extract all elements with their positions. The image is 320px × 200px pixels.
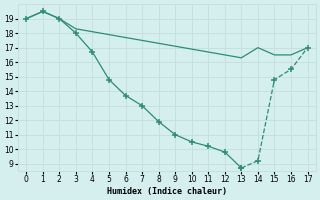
X-axis label: Humidex (Indice chaleur): Humidex (Indice chaleur) (107, 187, 227, 196)
